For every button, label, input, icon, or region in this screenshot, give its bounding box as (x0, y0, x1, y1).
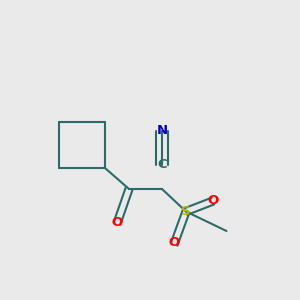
Text: O: O (207, 194, 219, 208)
Text: O: O (168, 236, 180, 250)
Text: C: C (157, 158, 167, 172)
Text: S: S (181, 205, 191, 218)
Text: N: N (156, 124, 168, 137)
Text: O: O (111, 215, 123, 229)
